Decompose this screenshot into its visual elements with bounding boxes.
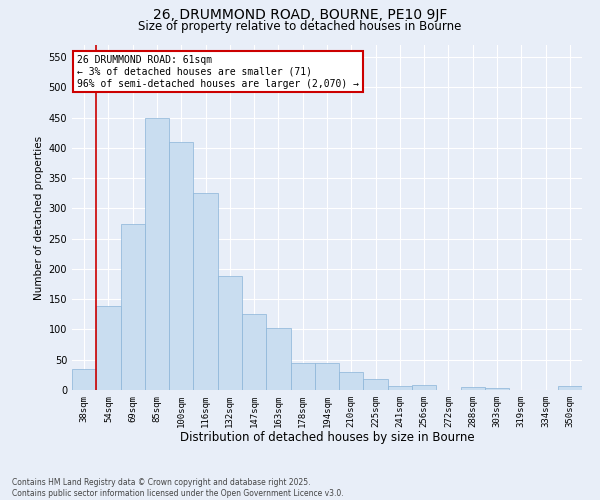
Text: 26 DRUMMOND ROAD: 61sqm
← 3% of detached houses are smaller (71)
96% of semi-det: 26 DRUMMOND ROAD: 61sqm ← 3% of detached… bbox=[77, 56, 359, 88]
Bar bbox=[485, 388, 509, 390]
Text: Size of property relative to detached houses in Bourne: Size of property relative to detached ho… bbox=[139, 20, 461, 33]
Bar bbox=[218, 276, 242, 390]
Y-axis label: Number of detached properties: Number of detached properties bbox=[34, 136, 44, 300]
Bar bbox=[364, 379, 388, 390]
Bar bbox=[266, 328, 290, 390]
Text: Contains HM Land Registry data © Crown copyright and database right 2025.
Contai: Contains HM Land Registry data © Crown c… bbox=[12, 478, 344, 498]
Bar bbox=[339, 372, 364, 390]
Bar bbox=[315, 363, 339, 390]
Bar bbox=[145, 118, 169, 390]
Bar bbox=[461, 387, 485, 390]
Text: 26, DRUMMOND ROAD, BOURNE, PE10 9JF: 26, DRUMMOND ROAD, BOURNE, PE10 9JF bbox=[153, 8, 447, 22]
Bar bbox=[96, 306, 121, 390]
Bar bbox=[388, 386, 412, 390]
Bar bbox=[290, 363, 315, 390]
Bar bbox=[72, 369, 96, 390]
Bar bbox=[193, 194, 218, 390]
Bar bbox=[242, 314, 266, 390]
Bar bbox=[121, 224, 145, 390]
Bar bbox=[558, 386, 582, 390]
Bar bbox=[169, 142, 193, 390]
Bar bbox=[412, 385, 436, 390]
X-axis label: Distribution of detached houses by size in Bourne: Distribution of detached houses by size … bbox=[179, 432, 475, 444]
